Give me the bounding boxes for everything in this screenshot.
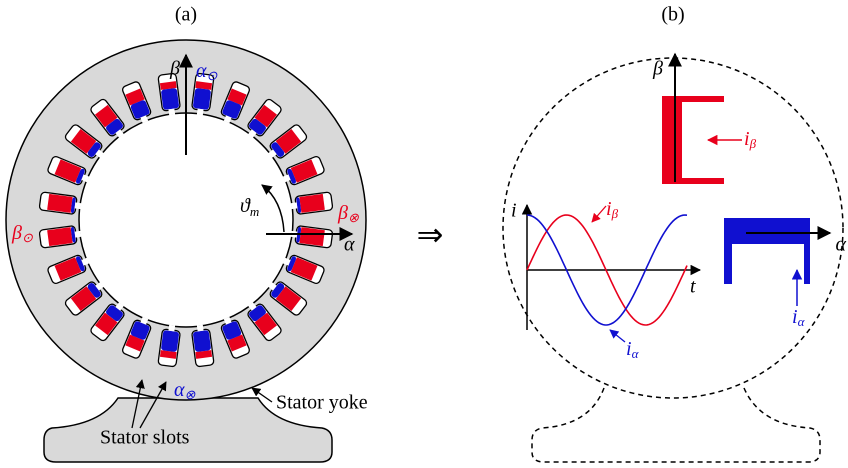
subscript: β (611, 206, 619, 221)
pointer (592, 206, 606, 222)
panel-label: (b) (661, 4, 684, 26)
coil-alpha (161, 330, 180, 352)
subscript: m (250, 204, 259, 219)
slot-opening (168, 325, 175, 332)
current-label: iβ (744, 128, 757, 151)
slot-opening (75, 202, 82, 209)
slot-opening (197, 325, 204, 332)
symbol: β (11, 222, 22, 244)
symbol: β (337, 202, 348, 224)
axis-label: α (344, 234, 355, 256)
subscript: α (798, 314, 806, 329)
subscript: α (632, 346, 640, 361)
current-label: iα (626, 338, 640, 361)
slot-opening (168, 109, 175, 116)
subscript: ⊙ (22, 230, 33, 245)
panel-label: (a) (175, 4, 197, 26)
axis-label: β (169, 58, 180, 80)
slot-opening (75, 231, 82, 238)
coil-beta (299, 194, 325, 213)
subscript: β (749, 136, 757, 151)
current-label: iβ (606, 198, 619, 221)
coil-beta (47, 227, 73, 246)
figure: (a) β α⊙ ϑm β⊗ α β⊙ α⊗ Stator yoke Stato… (0, 0, 848, 468)
axis-label: i (511, 200, 517, 222)
arrow: ⇒ (417, 216, 444, 252)
subscript: ⊙ (207, 68, 218, 83)
axis-label: α (836, 234, 847, 256)
slot-opening (197, 109, 204, 116)
current-label: iα (792, 306, 806, 329)
axis-label: t (690, 276, 696, 298)
pointer (610, 330, 625, 342)
subscript: ⊗ (185, 387, 196, 402)
symbol: α (174, 379, 185, 401)
coil-beta (299, 227, 325, 246)
axis-label: β (652, 58, 663, 80)
coil-beta (47, 194, 73, 213)
coil-alpha (193, 330, 212, 352)
symbol: α (196, 60, 207, 82)
subscript: ⊗ (348, 210, 359, 225)
feet-outline (532, 388, 820, 462)
coil-alpha (193, 88, 212, 110)
slot-opening (291, 202, 298, 209)
coil-alpha (161, 88, 180, 110)
annotation: Stator yoke (276, 392, 368, 414)
annotation: Stator slots (100, 427, 190, 449)
